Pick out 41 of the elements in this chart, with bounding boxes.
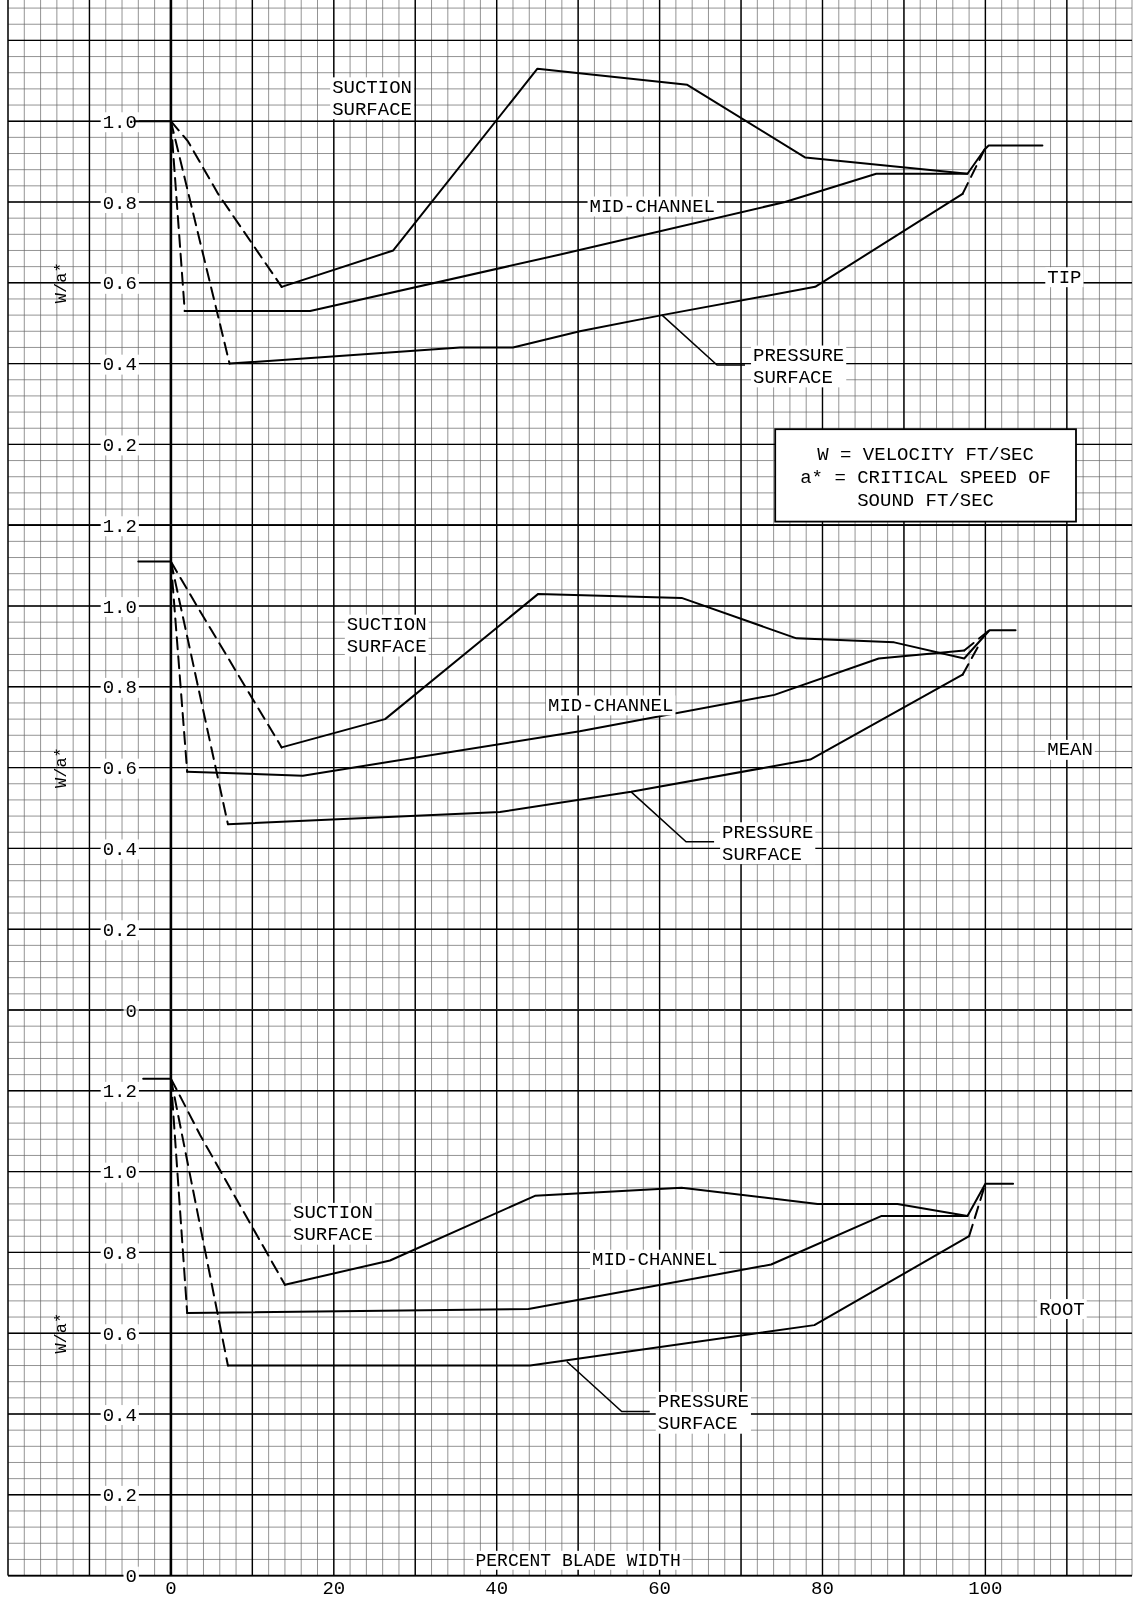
annotation: PRESSURE SURFACE	[753, 345, 845, 389]
annotation: MID-CHANNEL	[548, 695, 674, 718]
x-tick-label: 0	[165, 1577, 177, 1600]
annotation: MID-CHANNEL	[591, 1249, 718, 1272]
y-tick-label: 1.2	[102, 1081, 137, 1104]
y-axis-title: W/a*	[52, 747, 71, 789]
y-tick-label: 0	[125, 1000, 137, 1023]
y-tick-label: 0.4	[102, 354, 137, 377]
annotation: PRESSURE SURFACE	[657, 1391, 749, 1436]
y-tick-label: 0.6	[102, 273, 137, 296]
x-axis-title: PERCENT BLADE WIDTH	[475, 1550, 681, 1571]
y-tick-label: 0.8	[102, 1243, 137, 1266]
x-tick-label: 40	[485, 1577, 509, 1600]
y-axis-title: W/a*	[52, 1312, 71, 1354]
annotation: TIP	[1047, 266, 1082, 289]
y-tick-label: 1.0	[102, 111, 137, 134]
annotation: ROOT	[1039, 1298, 1085, 1321]
y-axis-title: W/a*	[52, 262, 71, 304]
annotation: SUCTION SURFACE	[293, 1202, 373, 1247]
y-tick-label: 0.4	[102, 1404, 137, 1427]
annotation: PRESSURE SURFACE	[722, 821, 814, 866]
y-tick-label: 1.0	[102, 596, 137, 619]
y-tick-label: 0.8	[102, 192, 137, 215]
x-tick-label: 80	[811, 1577, 834, 1600]
annotation: SUCTION SURFACE	[346, 614, 427, 659]
y-tick-label: 1.2	[102, 515, 137, 538]
y-tick-label: 0.6	[102, 1323, 137, 1346]
annotation: MEAN	[1047, 739, 1093, 762]
annotation: MID-CHANNEL	[589, 196, 715, 219]
y-tick-label: 0.2	[102, 1485, 137, 1508]
x-tick-label: 60	[648, 1577, 671, 1600]
y-tick-label: 0.8	[102, 677, 137, 700]
y-tick-label: 0.6	[102, 758, 137, 781]
annotation: W = VELOCITY FT/SEC a* = CRITICAL SPEED OF SOUND FT/SEC	[800, 444, 1052, 512]
y-tick-label: 0.2	[102, 435, 137, 458]
x-tick-label: 20	[322, 1577, 346, 1600]
y-tick-label: 1.0	[102, 1162, 137, 1185]
y-tick-label: 0.4	[102, 839, 137, 862]
annotation: SUCTION SURFACE	[332, 76, 412, 121]
x-tick-label: 100	[968, 1577, 1003, 1600]
y-tick-label: 0.2	[102, 919, 137, 942]
